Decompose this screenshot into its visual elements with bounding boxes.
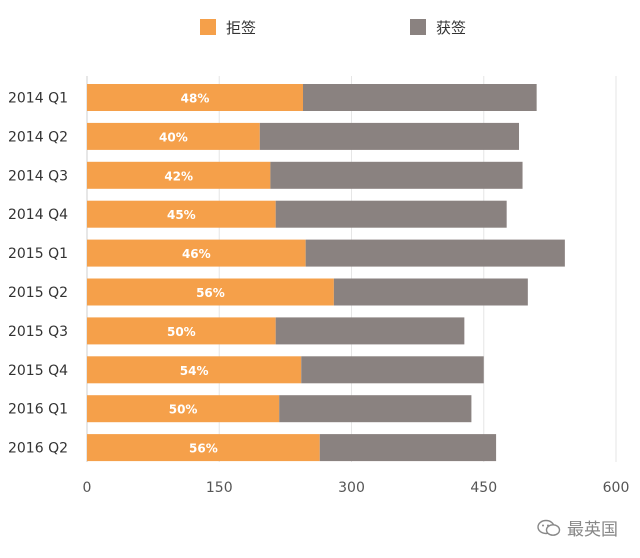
bar-data-label: 45% xyxy=(167,208,196,222)
x-tick-label: 300 xyxy=(338,480,365,496)
legend-item-refused: 拒签 xyxy=(200,16,256,38)
bar-data-label: 40% xyxy=(159,130,188,144)
bar-data-label: 42% xyxy=(164,169,193,183)
bar-refused xyxy=(87,395,280,423)
bar-refused xyxy=(87,356,302,384)
y-category-label: 2014 Q2 xyxy=(8,129,68,145)
y-category-label: 2016 Q1 xyxy=(8,402,68,418)
bar-granted xyxy=(333,278,528,306)
bar-data-label: 54% xyxy=(180,364,209,378)
bar-data-label: 56% xyxy=(196,286,225,300)
bar-data-label: 46% xyxy=(182,247,211,261)
bar-refused xyxy=(87,317,276,345)
legend-label-refused: 拒签 xyxy=(226,18,257,37)
x-tick-label: 600 xyxy=(603,480,630,496)
y-category-label: 2016 Q2 xyxy=(8,441,68,457)
bar-data-label: 48% xyxy=(181,92,210,106)
bar-granted xyxy=(301,356,484,384)
bar-data-label: 56% xyxy=(189,442,218,456)
bar-granted xyxy=(270,161,523,189)
x-tick-label: 450 xyxy=(470,480,497,496)
bar-refused xyxy=(87,278,334,306)
y-category-label: 2014 Q4 xyxy=(8,207,68,223)
legend-swatch-refused xyxy=(200,19,216,35)
watermark: 最英国 xyxy=(537,515,618,540)
bar-granted xyxy=(305,239,565,267)
watermark-text: 最英国 xyxy=(567,520,618,540)
y-category-label: 2015 Q4 xyxy=(8,363,68,379)
y-category-label: 2015 Q2 xyxy=(8,285,68,301)
y-category-label: 2014 Q3 xyxy=(8,168,68,184)
bar-granted xyxy=(319,434,497,462)
y-category-label: 2015 Q1 xyxy=(8,246,68,262)
bar-granted xyxy=(303,84,537,111)
legend-label-granted: 获签 xyxy=(436,18,467,37)
bar-refused xyxy=(87,434,320,462)
bar-refused xyxy=(87,161,271,189)
bar-refused xyxy=(87,84,304,111)
y-category-label: 2014 Q1 xyxy=(8,91,68,107)
legend-swatch-granted xyxy=(410,19,426,35)
x-tick-label: 150 xyxy=(206,480,233,496)
bar-data-label: 50% xyxy=(167,325,196,339)
bar-refused xyxy=(87,122,260,150)
bar-refused xyxy=(87,239,306,267)
bar-data-label: 50% xyxy=(169,403,198,417)
legend-item-granted: 获签 xyxy=(410,16,466,38)
bar-granted xyxy=(275,317,465,345)
bar-granted xyxy=(275,200,507,228)
y-category-label: 2015 Q3 xyxy=(8,324,68,340)
wechat-logo-icon xyxy=(537,519,561,536)
bar-refused xyxy=(87,200,276,228)
bar-granted xyxy=(259,122,520,150)
bar-granted xyxy=(279,395,472,423)
x-tick-label: 0 xyxy=(83,480,92,496)
